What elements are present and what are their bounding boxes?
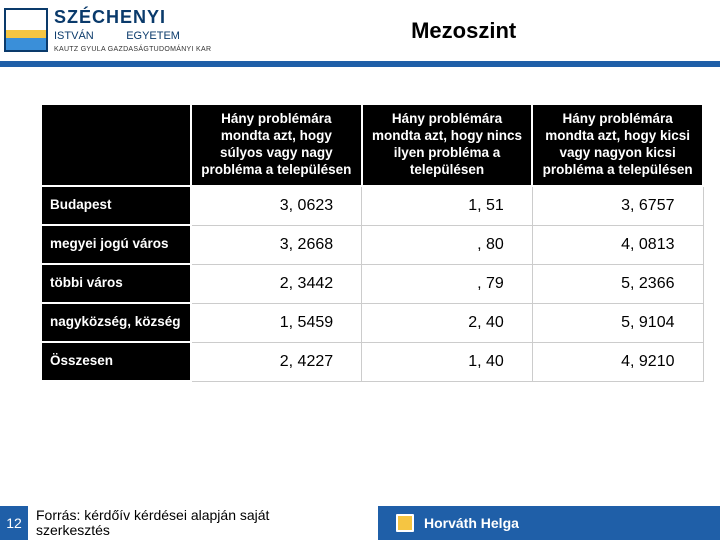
- page-title: Mezoszint: [211, 8, 716, 44]
- data-table: Hány problémára mondta azt, hogy súlyos …: [40, 103, 704, 382]
- cell: 3, 2668: [191, 225, 362, 264]
- logo: SZÉCHENYI ISTVÁN EGYETEM KAUTZ GYULA GAZ…: [4, 8, 211, 53]
- col-header-2: Hány problémára mondta azt, hogy nincs i…: [362, 104, 533, 186]
- footer-logo-icon: [396, 514, 414, 532]
- row-label: többi város: [41, 264, 191, 303]
- row-label: megyei jogú város: [41, 225, 191, 264]
- logo-line2: ISTVÁN EGYETEM: [54, 27, 211, 44]
- cell: 1, 51: [362, 186, 533, 226]
- table-row: többi város 2, 3442 , 79 5, 2366: [41, 264, 703, 303]
- row-label: Budapest: [41, 186, 191, 226]
- cell: 1, 5459: [191, 303, 362, 342]
- footer: 12 Forrás: kérdőív kérdései alapján sajá…: [0, 506, 720, 540]
- table-row: Budapest 3, 0623 1, 51 3, 6757: [41, 186, 703, 226]
- header: SZÉCHENYI ISTVÁN EGYETEM KAUTZ GYULA GAZ…: [0, 0, 720, 59]
- slide-number: 12: [0, 506, 28, 540]
- content: Hány problémára mondta azt, hogy súlyos …: [0, 67, 720, 382]
- source-text: Forrás: kérdőív kérdései alapján saját s…: [28, 508, 378, 539]
- table-row: megyei jogú város 3, 2668 , 80 4, 0813: [41, 225, 703, 264]
- cell: 2, 40: [362, 303, 533, 342]
- cell: 2, 3442: [191, 264, 362, 303]
- table-row: nagyközség, község 1, 5459 2, 40 5, 9104: [41, 303, 703, 342]
- cell: 5, 9104: [532, 303, 703, 342]
- cell: 4, 9210: [532, 342, 703, 381]
- row-label: Összesen: [41, 342, 191, 381]
- cell: 3, 0623: [191, 186, 362, 226]
- cell: 4, 0813: [532, 225, 703, 264]
- cell: 1, 40: [362, 342, 533, 381]
- logo-mark-icon: [4, 8, 48, 52]
- logo-text: SZÉCHENYI ISTVÁN EGYETEM KAUTZ GYULA GAZ…: [54, 8, 211, 53]
- table-header-row: Hány problémára mondta azt, hogy súlyos …: [41, 104, 703, 186]
- logo-line3: KAUTZ GYULA GAZDASÁGTUDOMÁNYI KAR: [54, 46, 211, 53]
- cell: 5, 2366: [532, 264, 703, 303]
- cell: 2, 4227: [191, 342, 362, 381]
- table-row: Összesen 2, 4227 1, 40 4, 9210: [41, 342, 703, 381]
- col-header-1: Hány problémára mondta azt, hogy súlyos …: [191, 104, 362, 186]
- row-label: nagyközség, község: [41, 303, 191, 342]
- logo-line1: SZÉCHENYI: [54, 8, 211, 27]
- cell: , 79: [362, 264, 533, 303]
- col-header-3: Hány problémára mondta azt, hogy kicsi v…: [532, 104, 703, 186]
- col-header-category: [41, 104, 191, 186]
- footer-bar: Horváth Helga: [378, 506, 720, 540]
- cell: , 80: [362, 225, 533, 264]
- cell: 3, 6757: [532, 186, 703, 226]
- author-name: Horváth Helga: [424, 515, 519, 531]
